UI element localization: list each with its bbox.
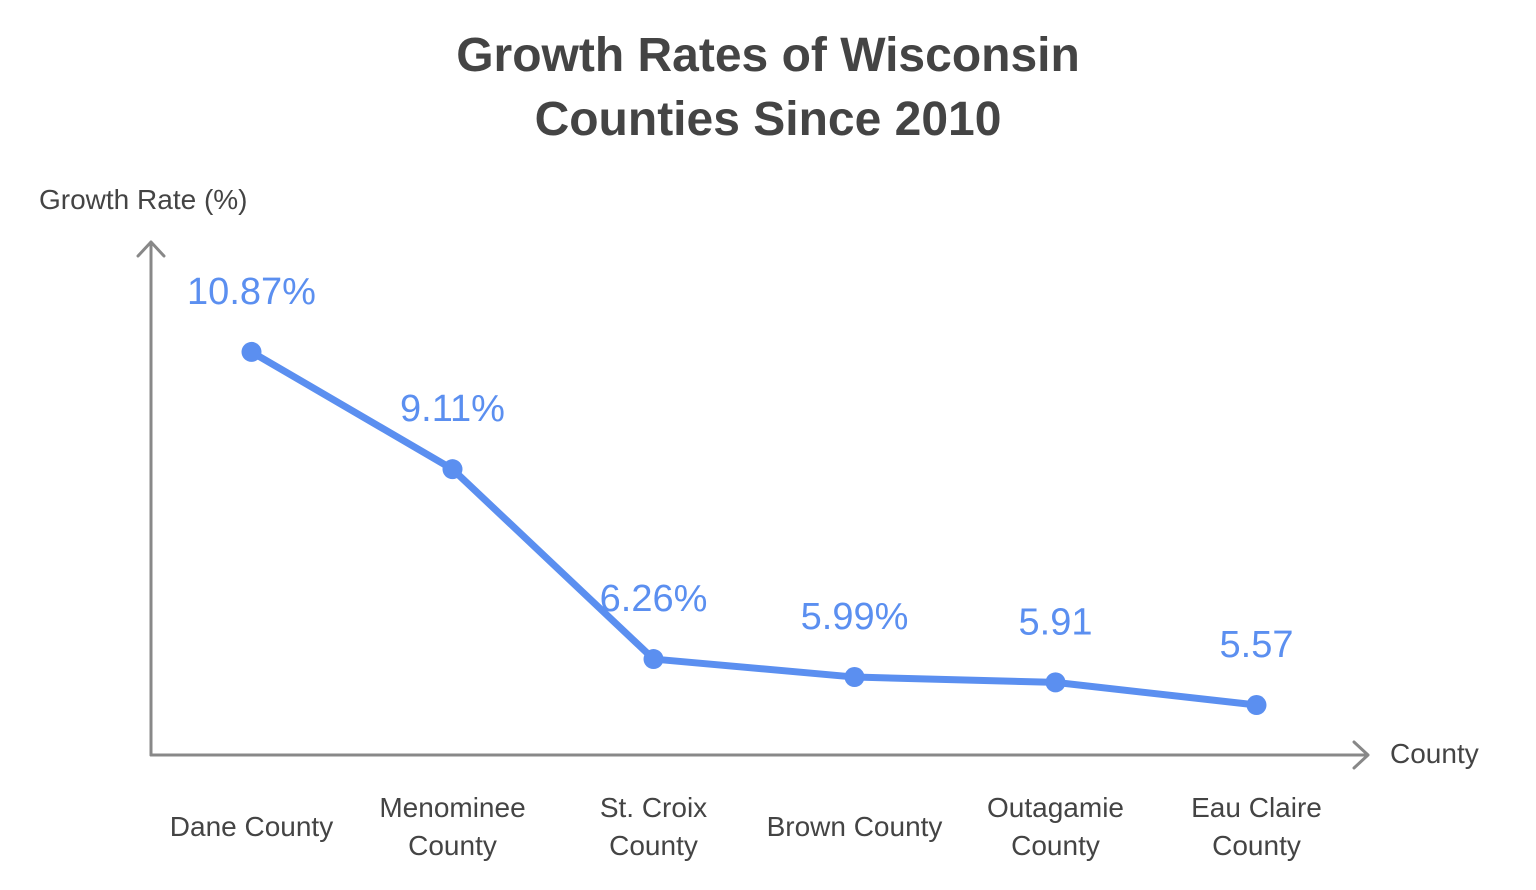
y-axis — [136, 240, 166, 757]
axes — [136, 240, 1370, 770]
data-label: 5.57 — [1220, 624, 1294, 666]
x-tick-label: Dane County — [169, 811, 334, 842]
point — [643, 649, 664, 670]
x-axis-label: County — [1390, 738, 1479, 769]
x-axis — [149, 740, 1370, 770]
data-label: 10.87% — [187, 271, 316, 313]
point — [241, 341, 262, 362]
line — [248, 348, 1260, 709]
point — [1045, 672, 1066, 693]
y-axis-label: Growth Rate (%) — [39, 184, 248, 215]
x-tick-label: St. Croix County — [599, 792, 708, 861]
point — [442, 459, 463, 480]
x-tick-label: Brown County — [766, 811, 943, 842]
x-tick-label: Eau Claire County — [1191, 792, 1322, 861]
data-label: 5.99% — [801, 596, 909, 638]
data-label: 6.26% — [600, 578, 708, 620]
point — [844, 667, 865, 688]
x-tick-label: Menominee County — [379, 792, 526, 861]
data-label: 5.91 — [1019, 601, 1093, 643]
point — [1246, 695, 1267, 716]
chart-title: Growth Rates of Wisconsin Counties Since… — [456, 29, 1080, 146]
data-label: 9.11% — [400, 388, 505, 430]
x-tick-label: Outagamie County — [987, 792, 1124, 861]
